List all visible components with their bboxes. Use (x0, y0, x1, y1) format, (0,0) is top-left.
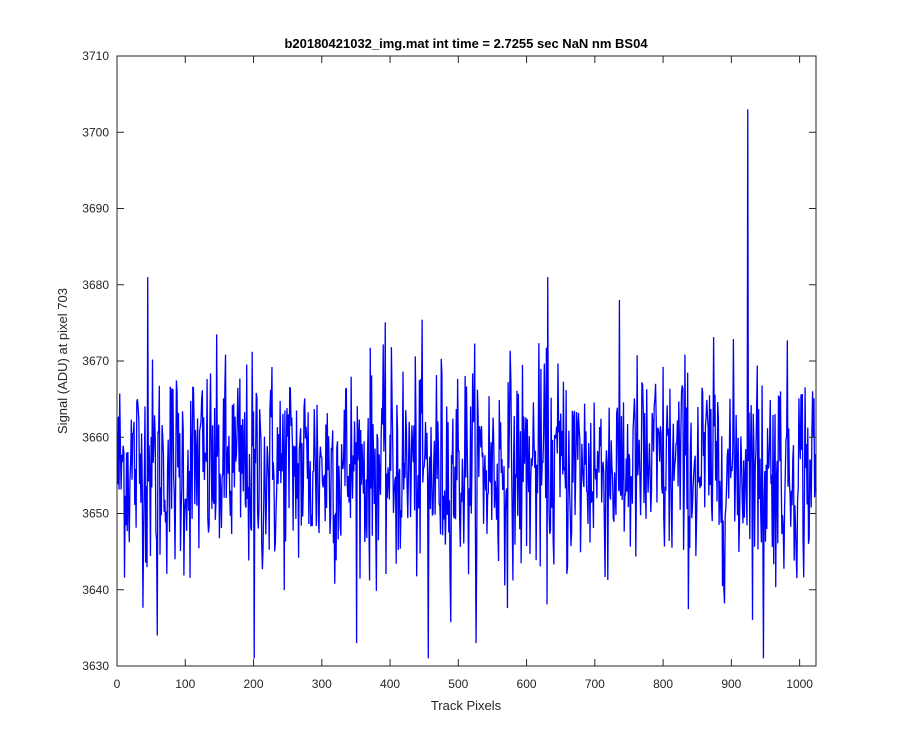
x-tick-label: 900 (721, 677, 741, 691)
y-tick-label: 3680 (82, 278, 109, 292)
plot-area (117, 56, 816, 666)
y-tick-label: 3640 (82, 583, 109, 597)
x-tick-label: 700 (585, 677, 605, 691)
x-tick-label: 0 (114, 677, 121, 691)
x-tick-label: 100 (175, 677, 195, 691)
y-tick-label: 3650 (82, 507, 109, 521)
x-tick-label: 300 (312, 677, 332, 691)
y-axis-label: Signal (ADU) at pixel 703 (55, 288, 70, 434)
x-tick-label: 800 (653, 677, 673, 691)
y-tick-label: 3660 (82, 430, 109, 444)
y-tick-label: 3630 (82, 659, 109, 673)
y-axis: 3630 3640 3650 3660 3670 3680 3690 3700 3710 (82, 49, 816, 673)
x-axis: 0 100 200 300 400 500 600 700 800 900 1000 (114, 56, 813, 691)
chart-title: b20180421032_img.mat int time = 2.7255 s… (284, 36, 648, 51)
series-line (117, 109, 817, 659)
y-tick-label: 3690 (82, 202, 109, 216)
y-tick-label: 3670 (82, 354, 109, 368)
y-tick-label: 3710 (82, 49, 109, 63)
series-layer (117, 109, 817, 659)
x-tick-label: 600 (517, 677, 537, 691)
x-tick-label: 200 (244, 677, 264, 691)
x-axis-label: Track Pixels (431, 698, 502, 713)
y-tick-label: 3700 (82, 125, 109, 139)
x-tick-label: 500 (448, 677, 468, 691)
x-tick-label: 1000 (786, 677, 813, 691)
x-tick-label: 400 (380, 677, 400, 691)
